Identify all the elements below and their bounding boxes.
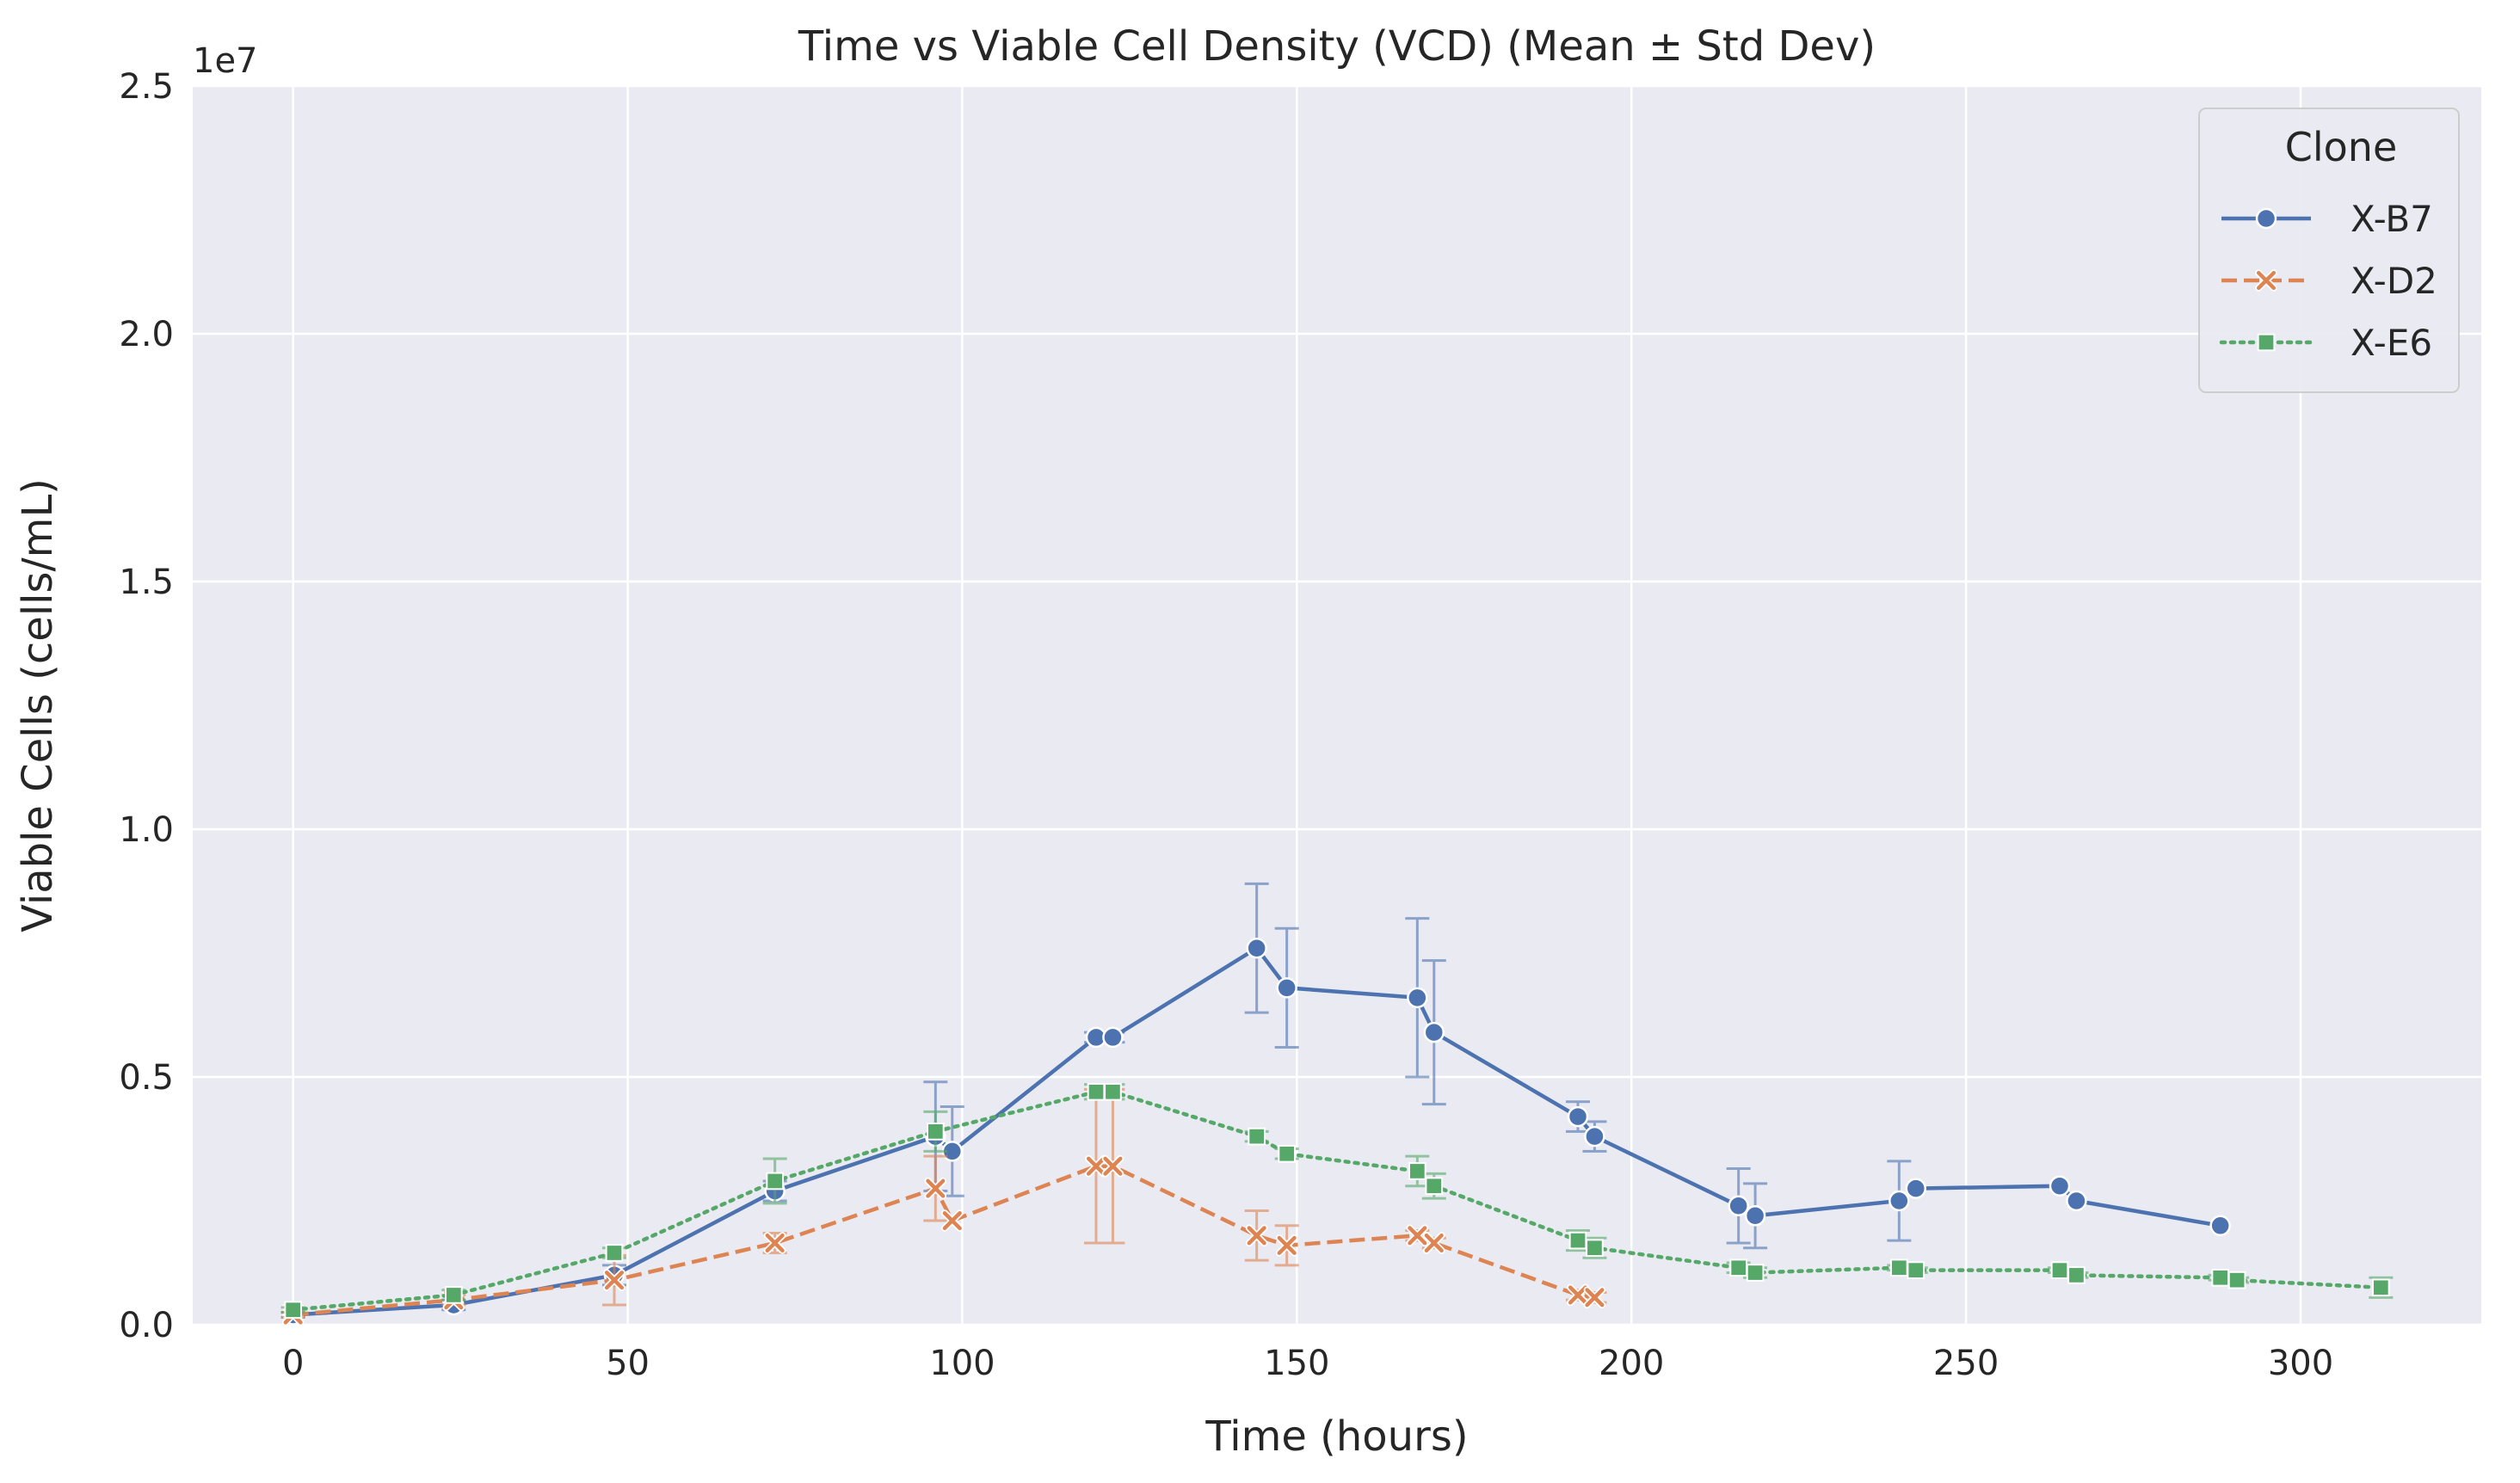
data-point	[444, 1286, 463, 1304]
data-point	[1275, 1234, 1298, 1257]
data-point	[1087, 1082, 1106, 1101]
y-tick-label: 1.5	[119, 563, 174, 602]
data-point	[1245, 1224, 1268, 1247]
data-point	[603, 1269, 625, 1291]
y-axis-label: Viable Cells (cells/mL)	[14, 478, 62, 932]
x-tick-label: 0	[282, 1344, 304, 1383]
data-point	[1568, 1231, 1587, 1250]
y-tick-label: 2.5	[119, 67, 174, 107]
x-tick-label: 300	[2268, 1344, 2333, 1383]
data-point	[1425, 1177, 1444, 1196]
data-point	[2067, 1266, 2086, 1284]
data-point	[605, 1244, 624, 1262]
x-axis-label: Time (hours)	[1205, 1412, 1468, 1461]
data-point	[2211, 1268, 2230, 1287]
data-point	[1905, 1178, 1927, 1199]
data-point	[1907, 1261, 1925, 1279]
data-point	[1407, 987, 1428, 1009]
legend-marker	[2257, 333, 2276, 352]
grid	[193, 84, 2481, 1326]
data-point	[1888, 1190, 1910, 1212]
legend-label: X-B7	[2351, 198, 2433, 240]
data-point	[2371, 1278, 2390, 1297]
x-tick-label: 50	[606, 1344, 650, 1383]
legend-label: X-D2	[2351, 260, 2437, 302]
data-point	[1744, 1205, 1766, 1227]
data-point	[2050, 1261, 2069, 1279]
y-tick-label: 2.0	[119, 315, 174, 354]
data-point	[1728, 1195, 1749, 1217]
data-point	[2049, 1175, 2071, 1197]
data-point	[1101, 1154, 1124, 1178]
data-point	[940, 1209, 964, 1232]
plot-background	[193, 86, 2481, 1325]
data-point	[2209, 1215, 2231, 1237]
legend-item-X-B7: X-B7	[2221, 198, 2433, 240]
legend-item-X-D2: X-D2	[2221, 260, 2437, 302]
data-point	[1423, 1021, 1445, 1043]
data-point	[1408, 1162, 1426, 1180]
x-tick-label: 150	[1264, 1344, 1329, 1383]
data-point	[1085, 1154, 1107, 1178]
data-point	[1246, 937, 1267, 959]
legend-title: Clone	[2285, 124, 2398, 170]
data-point	[766, 1172, 785, 1191]
data-point	[1102, 1026, 1124, 1049]
x-tick-label: 200	[1599, 1344, 1664, 1383]
legend-marker	[2255, 269, 2277, 292]
data-point	[924, 1177, 947, 1200]
data-point	[763, 1232, 786, 1254]
data-point	[284, 1301, 303, 1320]
data-point	[1104, 1082, 1122, 1101]
data-point	[1586, 1239, 1604, 1258]
data-point	[1729, 1258, 1748, 1277]
data-point	[2066, 1190, 2087, 1212]
data-point	[1584, 1125, 1605, 1148]
y-offset-label: 1e7	[193, 41, 258, 81]
data-point	[2227, 1271, 2246, 1289]
series-layer	[280, 882, 2394, 1326]
y-tick-label: 0.5	[119, 1058, 174, 1098]
legend-item-X-E6: X-E6	[2219, 322, 2432, 364]
series-X-E6	[280, 1082, 2394, 1320]
x-tick-label: 250	[1933, 1344, 1999, 1383]
data-point	[1889, 1258, 1908, 1277]
x-tick-label: 100	[929, 1344, 995, 1383]
data-point	[1583, 1286, 1606, 1309]
legend-box	[2198, 108, 2460, 393]
legend: Clone X-B7 X-D2 X-E6	[2198, 108, 2460, 393]
data-point	[1406, 1224, 1429, 1247]
ticks: 0 50 100 150 200 250 300 0.0 0.5 1.0 1.5 2.0 2.5	[119, 67, 2333, 1383]
legend-marker	[2255, 207, 2277, 230]
series-line	[293, 1164, 1595, 1317]
data-point	[1276, 977, 1297, 999]
data-point	[1567, 1283, 1589, 1307]
data-point	[1422, 1232, 1445, 1254]
data-point	[926, 1123, 945, 1141]
data-point	[1746, 1264, 1765, 1282]
chart-title: Time vs Viable Cell Density (VCD) (Mean …	[798, 22, 1876, 71]
legend-label: X-E6	[2351, 322, 2432, 364]
y-tick-label: 0.0	[119, 1306, 174, 1345]
data-point	[1248, 1127, 1266, 1146]
y-tick-label: 1.0	[119, 810, 174, 850]
data-point	[1278, 1144, 1297, 1163]
data-point	[1567, 1105, 1589, 1128]
